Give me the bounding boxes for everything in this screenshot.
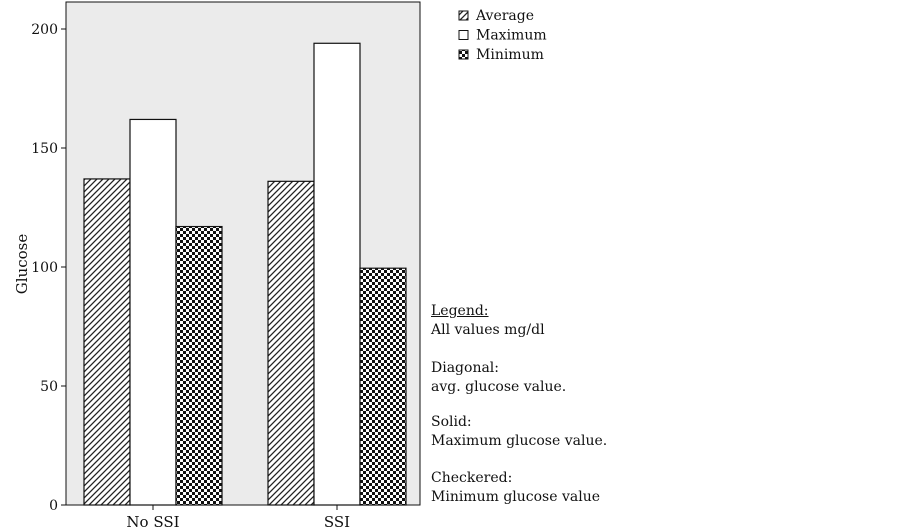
y-tick-label: 50 (40, 379, 58, 395)
y-axis: 0 50 100 150 200 (31, 22, 66, 514)
y-tick-label: 100 (31, 260, 58, 276)
x-tick-label: SSI (324, 513, 350, 531)
notes-diagonal-label: Diagonal: (431, 360, 499, 376)
bar-maximum-no-ssi (129, 118, 177, 506)
bar-group (83, 42, 407, 506)
notes-units: All values mg/dl (431, 322, 545, 338)
bar-minimum-no-ssi (175, 225, 223, 506)
x-tick-label: No SSI (126, 513, 179, 531)
y-tick-label: 150 (31, 141, 58, 157)
bar-minimum-ssi (359, 267, 407, 506)
legend-label-minimum: Minimum (476, 47, 544, 63)
bar-maximum-ssi (313, 42, 361, 506)
notes-title: Legend: (431, 303, 489, 319)
legend-label-maximum: Maximum (476, 28, 547, 44)
y-tick-label: 200 (31, 22, 58, 38)
y-axis-label: Glucose (13, 234, 31, 295)
chart-legend: Average Maximum Minimum (458, 8, 547, 63)
notes-solid-label: Solid: (431, 414, 472, 430)
notes-solid-desc: Maximum glucose value. (431, 433, 608, 449)
legend-swatch-average (458, 10, 469, 21)
bar-average-ssi (267, 180, 315, 506)
bar-average-no-ssi (83, 178, 131, 506)
x-axis: No SSI SSI (126, 505, 350, 531)
legend-swatch-maximum (458, 30, 469, 40)
notes-diagonal-desc: avg. glucose value. (431, 379, 567, 395)
y-tick-label: 0 (49, 498, 58, 514)
legend-label-average: Average (475, 8, 534, 24)
notes-checkered-desc: Minimum glucose value (431, 489, 601, 505)
legend-swatch-minimum (458, 49, 469, 60)
notes-checkered-label: Checkered: (431, 470, 513, 486)
